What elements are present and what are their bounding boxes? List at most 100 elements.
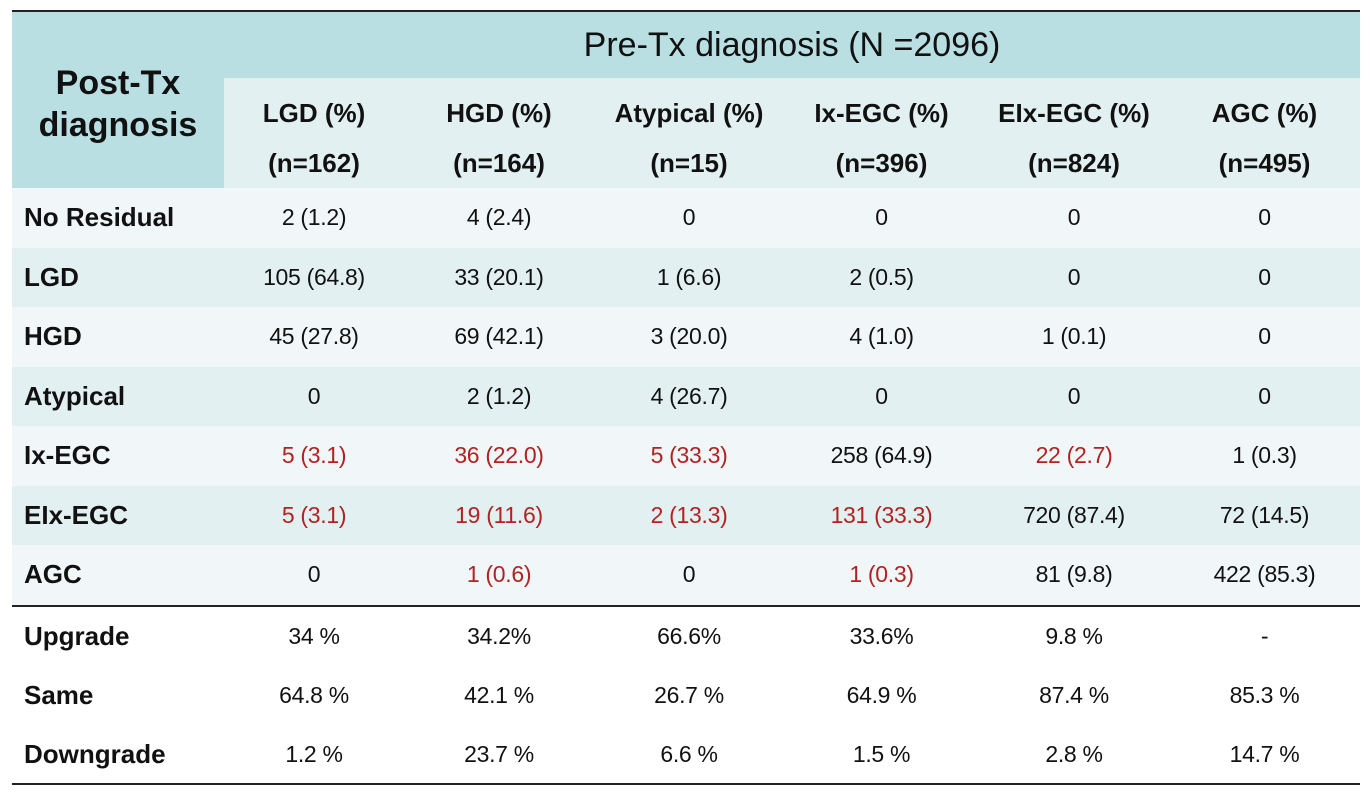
table-cell: 72 (14.5) xyxy=(1219,501,1310,528)
col-header-label: Atypical (%) xyxy=(614,98,764,128)
corner-label: Post-Tx diagnosis xyxy=(12,62,224,146)
col-header-n: (n=495) xyxy=(1218,148,1311,178)
col-header-n: (n=15) xyxy=(650,148,728,178)
table-row: EIx-EGC 5 (3.1) 19 (11.6) 2 (13.3) 131 (33.3… xyxy=(12,485,1360,545)
table-row: HGD 45 (27.8) 69 (42.1) 3 (20.0) 4 (1.0) 1 (0… xyxy=(12,307,1360,367)
table-cell: 69 (42.1) xyxy=(454,323,544,350)
summary-cell: 34 % xyxy=(288,623,340,649)
summary-cell: 64.9 % xyxy=(846,682,917,708)
summary-cell: 14.7 % xyxy=(1229,741,1300,767)
summary-cell: - xyxy=(1260,623,1269,649)
table-cell: 0 xyxy=(1067,382,1081,409)
col-header-agc: AGC (%) (n=495) xyxy=(1169,88,1360,188)
summary-cell: 9.8 % xyxy=(1045,623,1103,649)
col-header-eix-egc: EIx-EGC (%) (n=824) xyxy=(979,88,1169,188)
table-cell: 0 xyxy=(1258,263,1271,290)
table-cell: 3 (20.0) xyxy=(650,323,728,350)
table-cell: 2 (0.5) xyxy=(849,263,914,290)
corner-label-line2: diagnosis xyxy=(38,106,198,144)
table-cell: 0 xyxy=(307,382,321,409)
header-columns-bg xyxy=(224,78,1360,188)
table-cell: 0 xyxy=(682,204,696,231)
table-cell: 422 (85.3) xyxy=(1213,561,1316,588)
summary-row: Downgrade 1.2 % 23.7 % 6.6 % 1.5 % 2.8 % 14.7 … xyxy=(12,725,1360,784)
table-cell: 36 (22.0) xyxy=(454,442,544,469)
top-rule xyxy=(12,10,1360,12)
table-cell: 4 (1.0) xyxy=(849,323,914,350)
table-row: AGC 0 1 (0.6) 0 1 (0.3) 81 (9.8) 422 (85.3) xyxy=(12,545,1360,605)
summary-cell: 23.7 % xyxy=(464,741,534,767)
col-header-label: EIx-EGC (%) xyxy=(998,98,1150,128)
col-header-n: (n=164) xyxy=(453,148,545,178)
col-header-n: (n=824) xyxy=(1028,148,1120,178)
table-cell: 0 xyxy=(1258,382,1271,409)
col-header-label: LGD (%) xyxy=(262,98,366,128)
table-cell: 2 (13.3) xyxy=(650,501,728,528)
table-cell: 1 (0.1) xyxy=(1041,323,1107,350)
row-label: No Residual xyxy=(24,202,175,233)
summary-cell: 42.1 % xyxy=(464,682,534,708)
table-cell: 131 (33.3) xyxy=(830,501,933,528)
col-header-atypical: Atypical (%) (n=15) xyxy=(594,88,784,188)
summary-cell: 66.6% xyxy=(657,623,721,649)
row-label: Atypical xyxy=(24,380,126,411)
table-cell: 33 (20.1) xyxy=(454,263,544,290)
table-cell: 81 (9.8) xyxy=(1035,561,1113,588)
row-label: HGD xyxy=(24,321,82,352)
summary-cell: 87.4 % xyxy=(1039,682,1109,708)
row-label: Ix-EGC xyxy=(24,440,111,471)
summary-cell: 34.2% xyxy=(467,623,531,649)
table-cell: 1 (0.3) xyxy=(849,561,914,588)
summary-label: Downgrade xyxy=(24,739,166,769)
header-band-top xyxy=(12,10,1360,78)
table-cell: 0 xyxy=(875,382,888,409)
summary-cell: 26.7 % xyxy=(654,682,724,708)
table-cell: 4 (26.7) xyxy=(650,382,728,409)
table-cell: 0 xyxy=(1067,204,1081,231)
table-cell: 4 (2.4) xyxy=(466,204,532,231)
column-headers: LGD (%) (n=162) HGD (%) (n=164) Atypical… xyxy=(224,88,1360,188)
summary-cell: 64.8 % xyxy=(279,682,349,708)
summary-row: Upgrade 34 % 34.2% 66.6% 33.6% 9.8 % - xyxy=(12,607,1360,666)
col-header-lgd: LGD (%) (n=162) xyxy=(224,88,404,188)
summary-cell: 1.5 % xyxy=(852,741,911,767)
table-cell: 258 (64.9) xyxy=(830,442,933,469)
table-cell: 0 xyxy=(875,204,888,231)
table-cell: 1 (6.6) xyxy=(656,263,722,290)
table-cell: 2 (1.2) xyxy=(466,382,532,409)
col-header-ix-egc: Ix-EGC (%) (n=396) xyxy=(784,88,979,188)
table-row: LGD 105 (64.8) 33 (20.1) 1 (6.6) 2 (0.5) 0 0 xyxy=(12,247,1360,307)
table-cell: 105 (64.8) xyxy=(263,263,365,290)
summary-cell: 1.2 % xyxy=(285,741,343,767)
group-title: Pre-Tx diagnosis (N =2096) xyxy=(583,26,1001,64)
table-cell: 720 (87.4) xyxy=(1023,501,1125,528)
col-header-n: (n=396) xyxy=(835,148,928,178)
table-cell: 5 (3.1) xyxy=(281,442,347,469)
table-cell: 5 (33.3) xyxy=(650,442,728,469)
summary-cell: 33.6% xyxy=(849,623,914,649)
col-header-n: (n=162) xyxy=(268,148,360,178)
summary-label: Same xyxy=(24,680,94,710)
table-row: Atypical 0 2 (1.2) 4 (26.7) 0 0 0 xyxy=(12,366,1360,426)
summary-cell: 85.3 % xyxy=(1229,682,1300,708)
table-row: Ix-EGC 5 (3.1) 36 (22.0) 5 (33.3) 258 (64.9)… xyxy=(12,426,1360,486)
header-corner-bg xyxy=(12,78,224,188)
table-cell: 1 (0.6) xyxy=(466,561,532,588)
col-header-hgd: HGD (%) (n=164) xyxy=(404,88,594,188)
table-row: No Residual 2 (1.2) 4 (2.4) 0 0 0 0 xyxy=(12,188,1360,248)
summary-cell: 6.6 % xyxy=(660,741,718,767)
table-cell: 2 (1.2) xyxy=(281,204,347,231)
table-cell: 0 xyxy=(1067,263,1081,290)
table-cell: 19 (11.6) xyxy=(455,501,543,528)
col-header-label: AGC (%) xyxy=(1211,98,1318,128)
corner-label-line1: Post-Tx xyxy=(55,64,181,102)
table-cell: 0 xyxy=(682,561,696,588)
row-label: EIx-EGC xyxy=(24,499,129,530)
table-cell: 0 xyxy=(1258,204,1271,231)
col-header-label: HGD (%) xyxy=(446,98,552,128)
row-label: AGC xyxy=(24,559,82,590)
summary-separator xyxy=(12,605,1360,607)
summary-cell: 2.8 % xyxy=(1045,741,1103,767)
row-label: LGD xyxy=(24,261,79,292)
table-cell: 45 (27.8) xyxy=(269,323,359,350)
